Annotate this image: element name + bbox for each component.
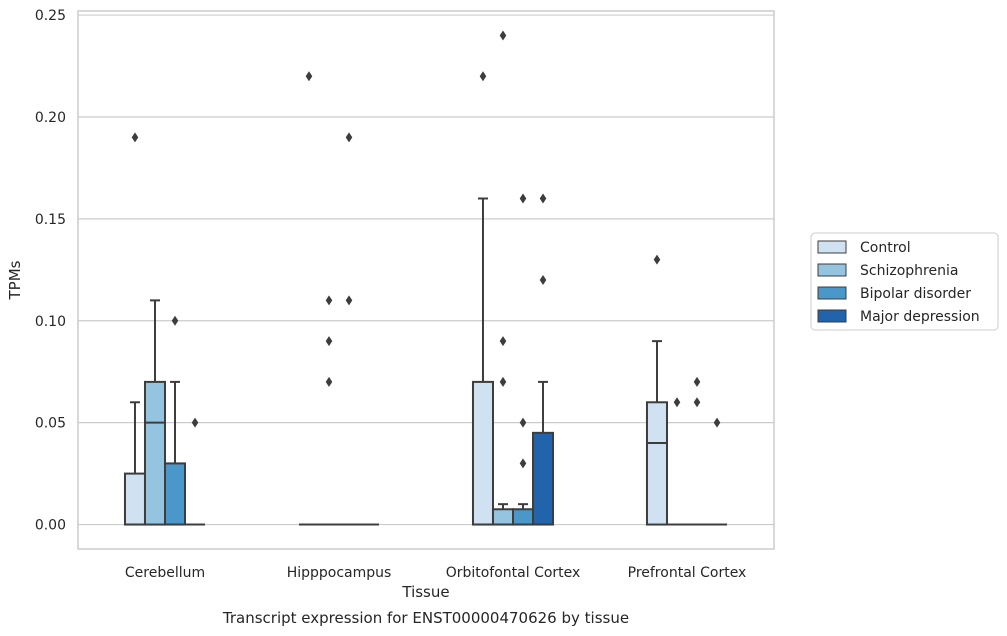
- outlier-point: [519, 458, 527, 469]
- box-group: [143, 299, 167, 526]
- box-group: [339, 132, 360, 526]
- legend-label: Major depression: [860, 309, 980, 325]
- box-marks: [123, 30, 728, 526]
- y-axis-title: TPMs: [6, 260, 24, 300]
- legend-label: Control: [860, 240, 911, 256]
- box: [471, 380, 494, 526]
- outlier-point: [305, 71, 313, 82]
- legend: Control Schizophrenia Bipolar disorder Majo…: [810, 232, 999, 331]
- box-group: [707, 417, 728, 526]
- box-group: [687, 376, 708, 526]
- y-tick-label: 0.00: [35, 518, 66, 534]
- legend-frame: [810, 232, 999, 331]
- y-gridlines: [78, 14, 774, 526]
- x-axis-title: Tissue: [401, 583, 449, 601]
- box-group: [666, 397, 687, 526]
- outlier-point: [519, 417, 527, 428]
- legend-swatch: [817, 286, 847, 300]
- box: [491, 508, 514, 526]
- legend-swatch: [817, 309, 847, 323]
- x-tick-label: Orbitofontal Cortex: [446, 565, 581, 581]
- plot-area-frame: [77, 10, 775, 550]
- y-axis-ticks: 0.00 0.05 0.10 0.15 0.20 0.25: [35, 8, 66, 533]
- outlier-point: [673, 397, 681, 408]
- outlier-point: [325, 295, 333, 306]
- box: [512, 508, 535, 526]
- outlier-point: [345, 295, 353, 306]
- box: [645, 401, 668, 526]
- outlier-point: [499, 336, 507, 347]
- outlier-point: [131, 132, 139, 143]
- box-group: [491, 30, 514, 526]
- box-group: [164, 315, 187, 526]
- outlier-point: [325, 336, 333, 347]
- legend-swatch: [817, 263, 847, 277]
- box-group: [318, 295, 339, 526]
- box-group: [123, 132, 146, 526]
- outlier-point: [693, 376, 701, 387]
- box-group: [471, 71, 494, 526]
- outlier-point: [499, 376, 507, 387]
- y-tick-label: 0.10: [35, 314, 66, 330]
- y-tick-label: 0.20: [35, 110, 66, 126]
- outlier-point: [499, 30, 507, 41]
- outlier-point: [713, 417, 721, 428]
- x-axis-ticks: Cerebellum Hipppocampus Orbitofontal Corte…: [125, 565, 746, 581]
- legend-label: Bipolar disorder: [860, 286, 971, 302]
- x-tick-label: Hipppocampus: [287, 565, 392, 581]
- legend-swatch: [817, 240, 847, 254]
- outlier-point: [539, 275, 547, 285]
- box-group: [298, 71, 319, 526]
- outlier-point: [479, 71, 487, 82]
- box-group: [532, 193, 555, 526]
- x-tick-label: Prefrontal Cortex: [628, 565, 747, 581]
- outlier-point: [191, 417, 199, 428]
- y-tick-label: 0.15: [35, 212, 66, 228]
- outlier-point: [345, 132, 353, 143]
- y-tick-label: 0.05: [35, 416, 66, 432]
- box-group: [185, 417, 206, 526]
- box: [123, 472, 146, 526]
- outlier-point: [693, 397, 701, 408]
- outlier-point: [325, 376, 333, 387]
- y-tick-label: 0.25: [35, 8, 66, 24]
- box-group: [512, 193, 535, 526]
- box: [143, 380, 167, 526]
- box-group: [645, 254, 668, 526]
- outlier-point: [539, 193, 547, 204]
- box: [164, 462, 187, 526]
- legend-label: Schizophrenia: [860, 263, 958, 279]
- outlier-point: [519, 193, 527, 204]
- outlier-point: [653, 254, 661, 265]
- box: [532, 431, 555, 526]
- x-tick-label: Cerebellum: [125, 565, 205, 581]
- outlier-point: [171, 315, 179, 326]
- chart-caption: Transcript expression for ENST0000047062…: [222, 609, 629, 627]
